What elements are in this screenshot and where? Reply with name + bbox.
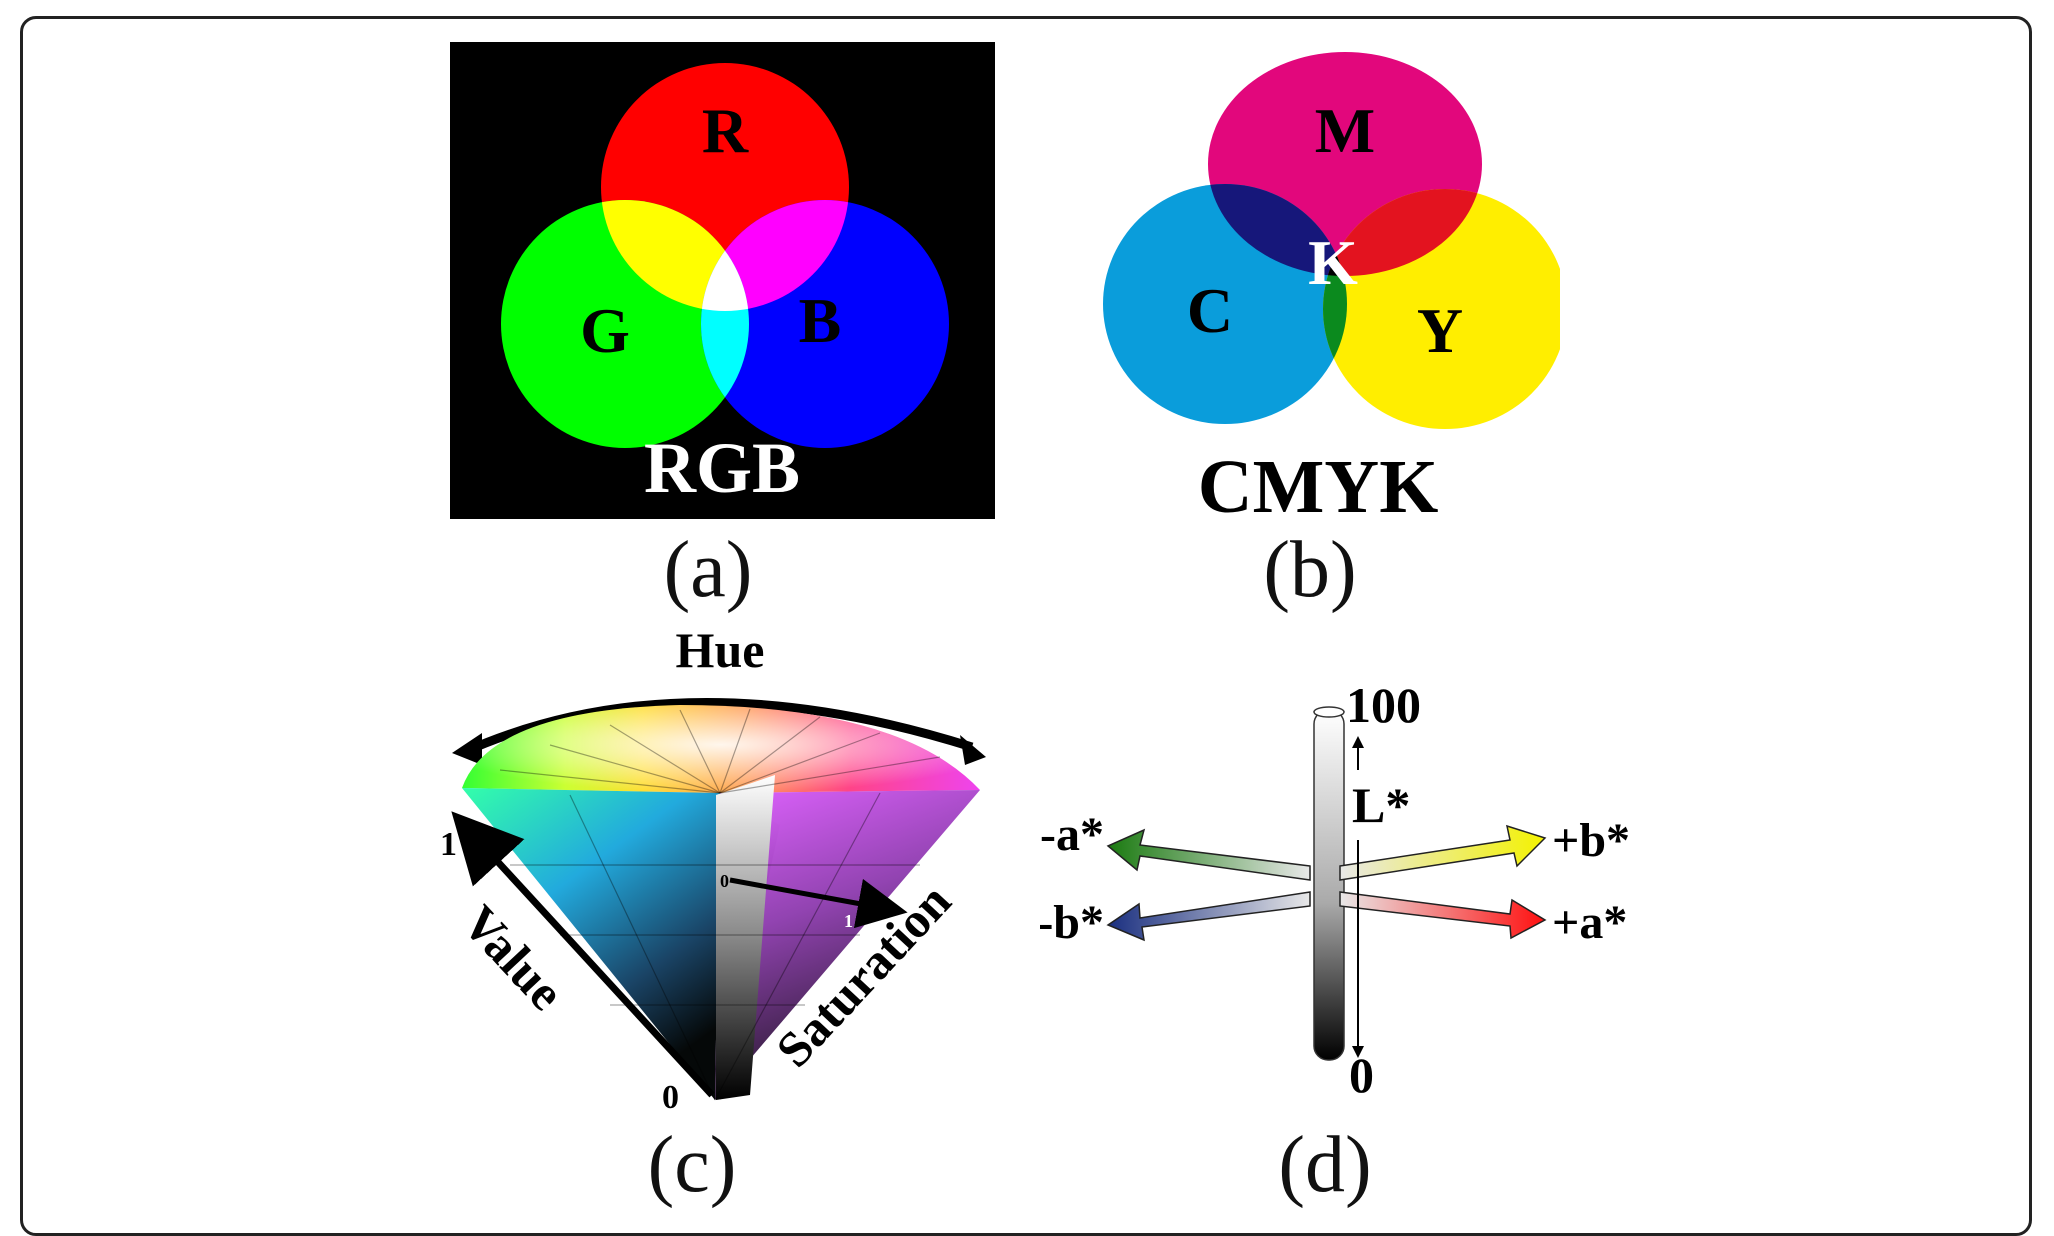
- value-axis-line: [451, 811, 715, 1098]
- sat-start-label: 0: [720, 871, 729, 891]
- cone-right-face: [715, 790, 980, 1100]
- l-up-arrowhead: [1352, 736, 1364, 748]
- panel-hsv: Hue 1 0 0 1 Value Saturation: [440, 625, 986, 1116]
- hue-label: Hue: [676, 625, 765, 678]
- caption-b: (b): [1263, 526, 1357, 614]
- label-k: K: [1308, 227, 1358, 298]
- caption-a: (a): [663, 526, 753, 614]
- label-g: G: [580, 295, 630, 366]
- pos-b-label: +b*: [1552, 814, 1630, 867]
- panel-rgb: R G B RGB: [450, 42, 995, 519]
- hue-arc-end: [960, 735, 986, 765]
- cone-top-highlight: [462, 705, 980, 793]
- l-bottom-label: 0: [1349, 1047, 1374, 1100]
- yellow-overlap: [601, 200, 749, 311]
- neg-b-arrow: [1106, 891, 1311, 942]
- neg-b-label: -b*: [1040, 896, 1104, 949]
- cone-middle-face-2: [716, 775, 775, 1100]
- label-m: M: [1315, 95, 1375, 166]
- pos-b-arrow: [1339, 824, 1547, 881]
- rgb-title: RGB: [644, 428, 800, 508]
- value-label: Value: [452, 894, 575, 1020]
- neg-a-arrow: [1106, 828, 1311, 881]
- hue-arc: [460, 698, 974, 758]
- red-overlap: [1323, 189, 1482, 276]
- blue-overlap: [1208, 184, 1347, 276]
- l-axis-top: [1313, 706, 1345, 718]
- caption-d: (d): [1278, 1121, 1372, 1209]
- panel-cmyk: M K C Y CMYK: [1103, 52, 1560, 522]
- hue-arrowhead: [452, 733, 482, 765]
- l-axis-cylinder: [1313, 709, 1345, 1061]
- magenta-overlap: [701, 200, 849, 311]
- l-label: L*: [1352, 777, 1410, 833]
- l-down-arrowhead: [1352, 1046, 1364, 1058]
- caption-c: (c): [647, 1121, 737, 1209]
- label-c: C: [1187, 275, 1233, 346]
- value-top-label: 1: [440, 826, 457, 863]
- label-b: B: [799, 285, 842, 356]
- pos-a-arrow: [1339, 891, 1547, 940]
- value-bottom-label: 0: [662, 1079, 679, 1116]
- cmyk-title: CMYK: [1198, 445, 1439, 522]
- neg-a-label: -a*: [1040, 808, 1104, 861]
- saturation-axis-line: [729, 877, 908, 929]
- label-y: Y: [1417, 295, 1463, 366]
- figure-frame: [20, 16, 2032, 1236]
- l-top-label: 100: [1346, 677, 1421, 733]
- cone-grid: [499, 708, 941, 1101]
- panel-lab: 100 L* 0 -a* -b* +b* +a*: [1040, 677, 1630, 1100]
- sat-end-label: 1: [844, 911, 853, 931]
- label-r: R: [702, 95, 749, 166]
- cone-left-face: [462, 788, 720, 1100]
- pos-a-label: +a*: [1552, 896, 1627, 949]
